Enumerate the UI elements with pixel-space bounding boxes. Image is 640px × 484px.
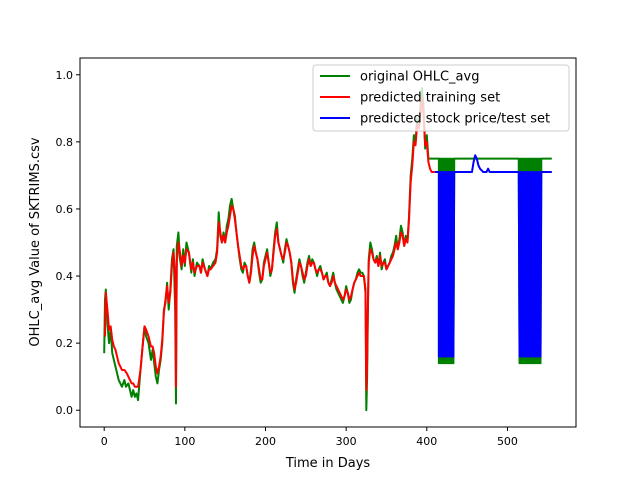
legend-label-3: predicted stock price/test set (360, 112, 550, 127)
legend-box (312, 64, 570, 132)
x-tick-label: 300 (336, 435, 357, 448)
x-tick-label: 0 (101, 435, 108, 448)
x-tick-label: 200 (255, 435, 276, 448)
y-tick-label: 0.4 (56, 270, 74, 283)
legend-label-1: original OHLC_avg (360, 70, 479, 85)
legend-label-2: predicted training set (360, 91, 500, 106)
series-line-2 (104, 97, 435, 392)
x-tick-label: 100 (174, 435, 195, 448)
series-line-3 (434, 154, 552, 358)
y-axis: 0.0 0.2 0.4 0.6 0.8 1.0 (56, 69, 80, 417)
x-axis: 0 100 200 300 400 500 (101, 427, 518, 448)
y-tick-label: 0.2 (56, 337, 74, 350)
series-layer (103, 87, 552, 412)
y-tick-label: 0.0 (56, 404, 74, 417)
y-axis-label: OHLC_avg Value of SKTRIMS.csv (28, 137, 43, 346)
x-axis-label: Time in Days (285, 456, 371, 471)
y-tick-label: 0.6 (56, 203, 74, 216)
y-tick-label: 0.8 (56, 136, 74, 149)
legend: original OHLC_avg predicted training set p… (312, 64, 570, 132)
y-tick-label: 1.0 (56, 69, 74, 82)
x-tick-label: 400 (416, 435, 437, 448)
plot-frame (79, 57, 577, 428)
x-tick-label: 500 (497, 435, 518, 448)
legend-entries: original OHLC_avg predicted training set p… (320, 70, 550, 127)
